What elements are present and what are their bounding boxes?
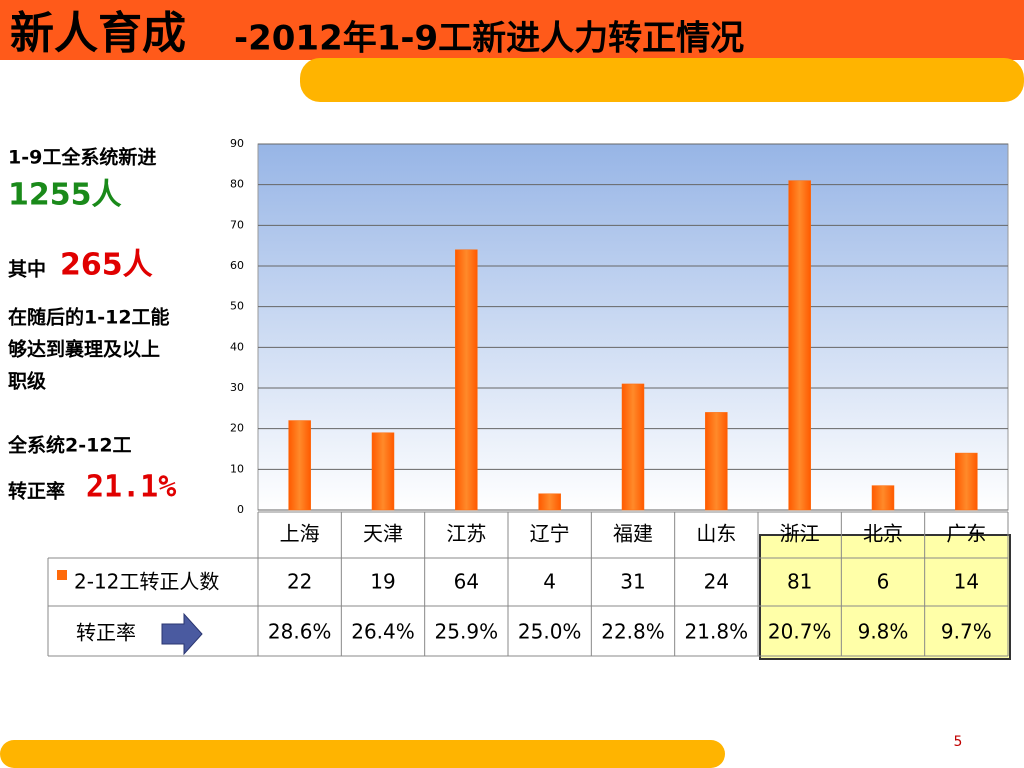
y-tick-label: 10 bbox=[230, 462, 244, 475]
table-rate: 9.8% bbox=[858, 620, 909, 644]
sidebar-rate-label: 转正率 bbox=[8, 480, 65, 503]
y-tick-label: 50 bbox=[230, 300, 244, 313]
bar bbox=[455, 249, 478, 511]
table-value: 14 bbox=[954, 570, 979, 594]
legend-label: 2-12工转正人数 bbox=[74, 570, 219, 594]
table-value: 19 bbox=[370, 570, 395, 594]
bar bbox=[288, 420, 311, 511]
title-accent bbox=[300, 58, 1024, 102]
table-value: 6 bbox=[877, 570, 890, 594]
table-value: 24 bbox=[704, 570, 729, 594]
y-tick-label: 20 bbox=[230, 422, 244, 435]
sidebar-rate-intro: 全系统2-12工 bbox=[7, 434, 132, 457]
title-main: 新人育成 bbox=[10, 8, 186, 59]
footer-band bbox=[0, 740, 725, 768]
x-tick-label: 辽宁 bbox=[530, 522, 570, 546]
bar bbox=[871, 485, 895, 511]
sidebar-count: 265人 bbox=[60, 248, 153, 283]
bar bbox=[538, 493, 561, 511]
table-rate: 25.9% bbox=[435, 620, 499, 644]
x-tick-label: 福建 bbox=[613, 522, 653, 546]
bar bbox=[788, 180, 811, 511]
y-tick-label: 80 bbox=[230, 178, 244, 191]
y-tick-label: 0 bbox=[237, 503, 244, 516]
table-rate: 21.8% bbox=[685, 620, 749, 644]
sidebar-desc: 在随后的1-12工能 bbox=[8, 306, 170, 329]
x-tick-label: 天津 bbox=[363, 522, 403, 546]
highlight-box bbox=[759, 534, 1011, 660]
y-tick-label: 90 bbox=[230, 137, 244, 150]
sidebar-desc: 职级 bbox=[8, 370, 46, 393]
bar bbox=[371, 432, 395, 511]
table-rate: 25.0% bbox=[518, 620, 582, 644]
title-band bbox=[0, 0, 1024, 60]
rate-row-label: 转正率 bbox=[76, 621, 136, 645]
y-tick-label: 60 bbox=[230, 259, 244, 272]
bar bbox=[621, 383, 645, 511]
page-number: 5 bbox=[954, 734, 963, 750]
y-tick-label: 30 bbox=[230, 381, 244, 394]
y-tick-label: 40 bbox=[230, 340, 244, 353]
sidebar-line: 1-9工全系统新进 bbox=[8, 146, 156, 169]
table-rate: 22.8% bbox=[601, 620, 665, 644]
x-tick-label: 山东 bbox=[696, 522, 736, 546]
sidebar: 1-9工全系统新进 1255人 其中 265人 在随后的1-12工能 够达到襄理… bbox=[7, 146, 176, 505]
bar bbox=[705, 412, 728, 511]
y-tick-label: 70 bbox=[230, 218, 244, 231]
table-rate: 28.6% bbox=[268, 620, 332, 644]
arrow-icon bbox=[161, 612, 203, 656]
table-value: 31 bbox=[620, 570, 645, 594]
legend-swatch bbox=[57, 570, 67, 580]
title-sub: -2012年1-9工新进人力转正情况 bbox=[234, 19, 744, 59]
x-tick-label: 北京 bbox=[863, 522, 903, 546]
sidebar-intro: 其中 bbox=[8, 258, 46, 281]
table-value: 81 bbox=[787, 570, 812, 594]
sidebar-desc: 够达到襄理及以上 bbox=[8, 338, 160, 361]
table-value: 64 bbox=[454, 570, 479, 594]
table-rate: 9.7% bbox=[941, 620, 992, 644]
x-tick-label: 浙江 bbox=[780, 522, 820, 546]
sidebar-total: 1255人 bbox=[8, 178, 122, 213]
table-value: 4 bbox=[543, 570, 556, 594]
x-tick-label: 上海 bbox=[280, 522, 320, 546]
sidebar-rate: 21.1% bbox=[86, 470, 176, 505]
table-value: 22 bbox=[287, 570, 312, 594]
table-rate: 20.7% bbox=[768, 620, 832, 644]
table-rate: 26.4% bbox=[351, 620, 415, 644]
x-tick-label: 广东 bbox=[946, 522, 986, 546]
bar bbox=[955, 452, 978, 511]
x-tick-label: 江苏 bbox=[446, 522, 486, 546]
